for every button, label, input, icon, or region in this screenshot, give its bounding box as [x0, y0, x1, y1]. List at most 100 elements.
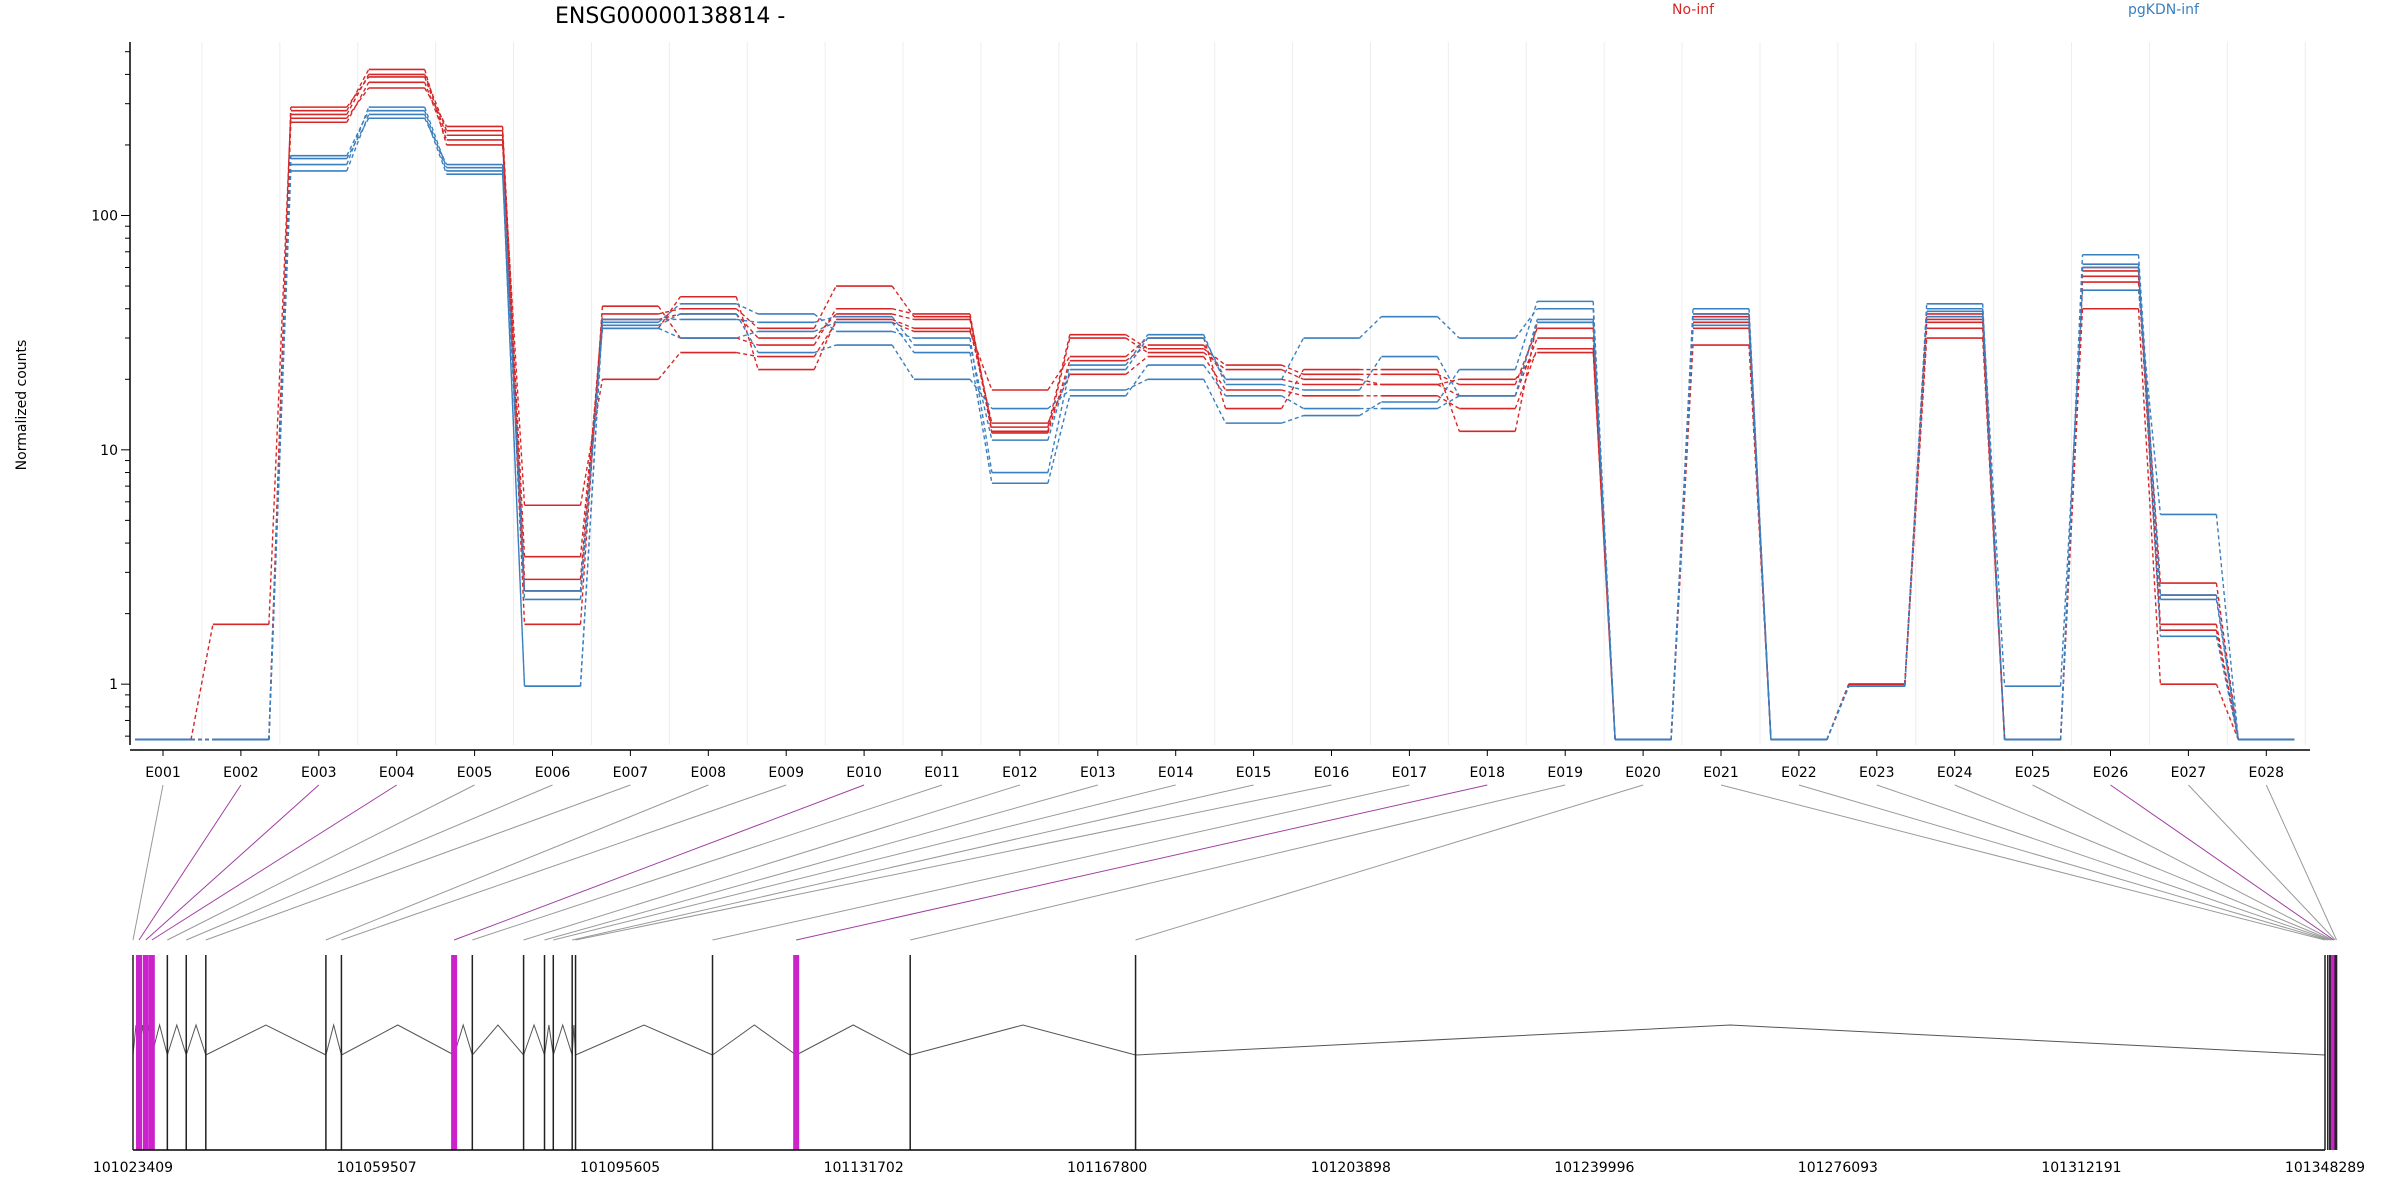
x-tick-label-e012: E012 [1002, 765, 1038, 781]
x-tick-label-e011: E011 [924, 765, 960, 781]
x-tick-label-e004: E004 [379, 765, 415, 781]
connector-e028 [2265, 784, 2337, 941]
series-connector [891, 285, 915, 318]
series-connector [501, 126, 526, 557]
series-connector [2059, 267, 2084, 740]
series-connector [1359, 401, 1382, 417]
connector-e025 [2032, 784, 2333, 941]
series-line-9 [135, 109, 2295, 741]
series-connector [658, 308, 681, 315]
series-connector [1047, 369, 1071, 473]
y-tick-label: 1 [109, 677, 118, 693]
series-connector [579, 313, 604, 580]
series-connector [346, 87, 370, 119]
series-connector [2215, 582, 2239, 740]
series-connector [424, 110, 448, 172]
exon-connectors [132, 784, 2337, 941]
x-tick-label-e018: E018 [1470, 765, 1506, 781]
intron [575, 1024, 713, 1056]
connector-e019 [910, 784, 1566, 941]
chart-title: ENSG00000138814 - [555, 4, 785, 29]
connector-e018 [796, 784, 1488, 941]
series-connector [1047, 334, 1071, 428]
connector-e023 [1876, 784, 2330, 941]
connector-e001 [132, 784, 164, 941]
series-connector [190, 624, 214, 740]
series-connector [1436, 316, 1460, 339]
series-connector [346, 82, 370, 123]
x-tick-label-e016: E016 [1314, 765, 1350, 781]
series-connector [1982, 308, 2006, 687]
genomic-axis: 101023409 101059507 101095605 101131702 1011… [93, 1149, 2365, 1176]
series-connector [1125, 356, 1149, 375]
connector-e014 [553, 784, 1176, 941]
legend-pgkdn-inf: pgKDN-inf [2128, 2, 2200, 18]
series-connector [2059, 290, 2084, 687]
series-connector [1437, 395, 1460, 410]
series-connector [1359, 316, 1382, 339]
x-axis: E001 E002 E003 E004 E005 E006 E007 E008 E009 E010… [130, 749, 2310, 781]
series-connector [1203, 337, 1227, 409]
series-connector [346, 69, 370, 112]
intron [1135, 1024, 2326, 1056]
series-connector [1047, 389, 1071, 410]
series-connector [1982, 316, 2006, 740]
series-connector [657, 352, 681, 380]
series-connector [736, 337, 759, 346]
x-tick-label-e002: E002 [223, 765, 259, 781]
intron [523, 1023, 545, 1056]
legend-no-inf: No-inf [1672, 2, 1715, 18]
connector-e009 [341, 784, 787, 941]
series-connector [424, 69, 448, 146]
x-tick-label-e017: E017 [1392, 765, 1428, 781]
x-tick-label-e010: E010 [846, 765, 882, 781]
y-tick-label: 10 [100, 443, 118, 459]
x-tick-label-e019: E019 [1547, 765, 1583, 781]
y-axis-label: Normalized counts [14, 340, 30, 471]
series-connector [813, 321, 837, 333]
series-connector [969, 331, 993, 391]
series-connector [1047, 337, 1071, 432]
series-connector [969, 328, 993, 424]
series-connector [891, 321, 915, 333]
series-connector [657, 303, 681, 323]
connector-e010 [453, 784, 865, 941]
series-connector [1670, 325, 1694, 740]
intron [910, 1024, 1136, 1056]
series-connector [1203, 378, 1227, 424]
intron [544, 1024, 554, 1056]
series-connector [1436, 369, 1460, 432]
series-connector [501, 170, 526, 687]
series-connector [1514, 322, 1538, 397]
series-connector [1047, 360, 1071, 434]
x-tick-label-e007: E007 [613, 765, 649, 781]
series-connector [1281, 378, 1304, 386]
series-connector [969, 352, 993, 484]
series-connector [1436, 356, 1460, 397]
series-connector [1280, 337, 1305, 380]
series-connector [969, 344, 993, 441]
connector-e013 [544, 784, 1098, 941]
x-tick-label-e025: E025 [2015, 765, 2051, 781]
series-connector [424, 106, 448, 168]
series-connector [736, 351, 759, 358]
connector-e004 [151, 784, 397, 941]
x-tick-label-e020: E020 [1625, 765, 1661, 781]
series-connector [736, 318, 759, 324]
series-connector [268, 114, 292, 625]
series-connector [1280, 369, 1305, 409]
series-connector [1281, 389, 1304, 397]
x-tick-label-e015: E015 [1236, 765, 1272, 781]
intron [552, 1023, 573, 1056]
series-connector [814, 315, 837, 324]
series-connector [891, 330, 915, 339]
series-connector [813, 344, 837, 354]
connector-e006 [186, 784, 553, 941]
x-tick-label-e028: E028 [2249, 765, 2285, 781]
series-connector [1437, 395, 1460, 410]
series-connector [1047, 364, 1071, 441]
genomic-tick-label: 101131702 [824, 1160, 904, 1176]
genomic-tick-label: 101095605 [580, 1160, 660, 1176]
series-connector [268, 155, 292, 740]
